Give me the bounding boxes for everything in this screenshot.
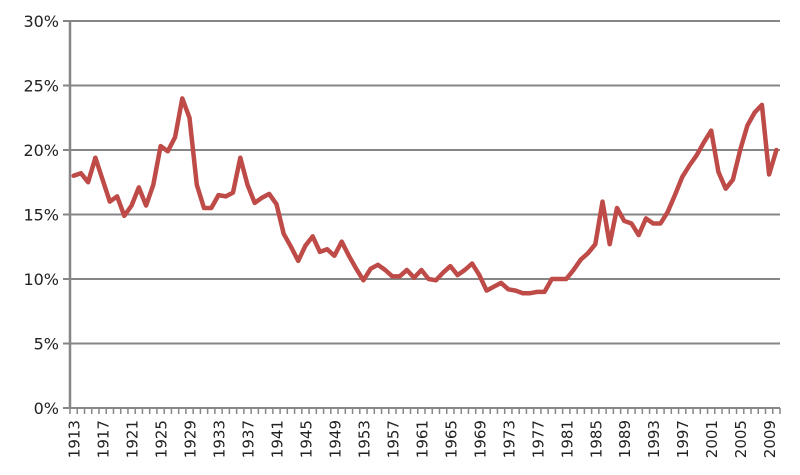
x-tick-label: 1921 bbox=[124, 420, 142, 458]
y-tick-label: 30% bbox=[23, 12, 59, 31]
x-axis: 1913 1917 1921 1925 1929 1933 1937 1941 1945 1949… bbox=[66, 408, 781, 458]
y-tick-label: 25% bbox=[23, 77, 59, 96]
x-tick-label: 1993 bbox=[645, 420, 663, 458]
x-tick-label: 1977 bbox=[529, 420, 547, 458]
x-tick-label: 1941 bbox=[268, 420, 286, 458]
data-line bbox=[71, 96, 779, 296]
x-tick-label: 2005 bbox=[732, 420, 750, 458]
x-tick-label: 1989 bbox=[616, 420, 634, 458]
x-tick-label: 1933 bbox=[211, 420, 229, 458]
x-tick-label: 1985 bbox=[587, 420, 605, 458]
x-tick-label: 1949 bbox=[326, 420, 344, 458]
x-tick-label: 1913 bbox=[66, 420, 84, 458]
y-tick-label: 0% bbox=[34, 399, 59, 418]
x-tick-label: 1957 bbox=[384, 420, 402, 458]
x-tick-label: 1973 bbox=[500, 420, 518, 458]
x-tick-label: 1945 bbox=[297, 420, 315, 458]
gridlines bbox=[63, 20, 780, 409]
x-tick-label: 1969 bbox=[471, 420, 489, 458]
x-tick-label: 1965 bbox=[442, 420, 460, 458]
x-tick-label: 1961 bbox=[413, 420, 431, 458]
y-tick-label: 20% bbox=[23, 141, 59, 160]
x-tick-label: 1953 bbox=[355, 420, 373, 458]
y-tick-label: 10% bbox=[23, 270, 59, 289]
y-axis: 0% 5% 10% 15% 20% 25% 30% bbox=[23, 12, 72, 418]
y-tick-label: 5% bbox=[34, 335, 59, 354]
x-tick-label: 1925 bbox=[153, 420, 171, 458]
x-tick-label: 2009 bbox=[761, 420, 779, 458]
x-tick-label: 1917 bbox=[95, 420, 113, 458]
x-tick-label: 1997 bbox=[674, 420, 692, 458]
x-tick-label: 1981 bbox=[558, 420, 576, 458]
y-tick-label: 15% bbox=[23, 206, 59, 225]
x-tick-label: 1937 bbox=[240, 420, 258, 458]
x-tick-label: 2001 bbox=[703, 420, 721, 458]
x-tick-label: 1929 bbox=[182, 420, 200, 458]
